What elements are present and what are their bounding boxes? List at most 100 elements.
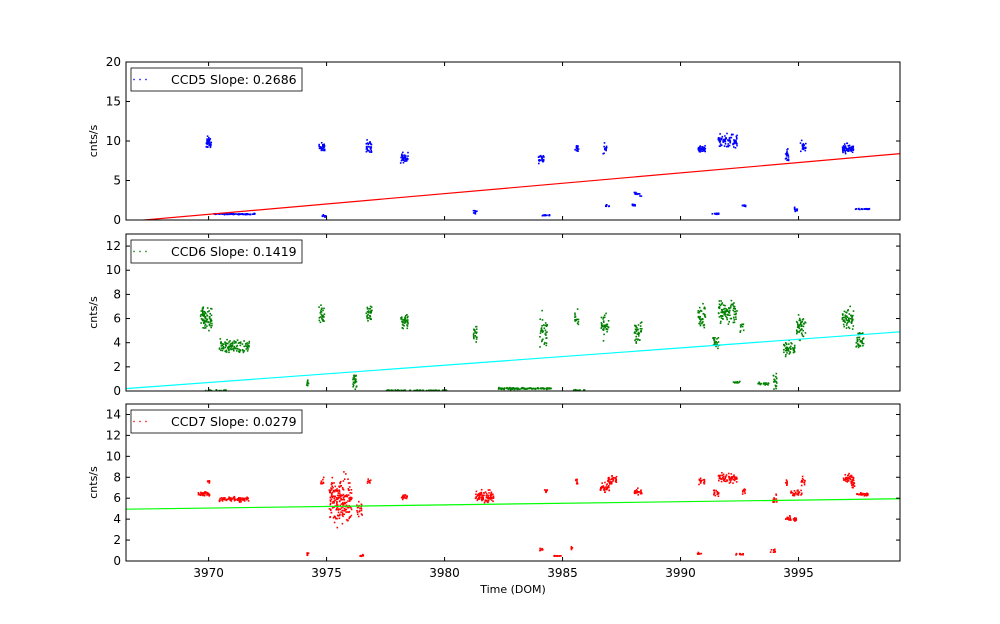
- data-point: [785, 343, 788, 346]
- x-axis-label: Time (DOM): [479, 583, 546, 596]
- data-point: [204, 327, 207, 329]
- data-point: [210, 319, 213, 322]
- data-point: [542, 159, 544, 162]
- data-point: [604, 325, 606, 327]
- data-point: [201, 309, 204, 311]
- data-point: [805, 142, 807, 145]
- data-point: [541, 159, 543, 161]
- data-point: [220, 341, 222, 344]
- data-point: [728, 137, 731, 140]
- data-point: [489, 489, 491, 491]
- data-point: [602, 320, 605, 322]
- data-point: [608, 485, 610, 487]
- data-point: [346, 511, 349, 513]
- data-point: [202, 313, 205, 315]
- data-point: [406, 327, 409, 330]
- data-point: [484, 500, 486, 502]
- data-point: [337, 504, 339, 506]
- data-point: [866, 493, 869, 495]
- data-point: [855, 342, 858, 344]
- data-point: [230, 344, 233, 347]
- data-point: [698, 479, 701, 481]
- x-tick-label: 3985: [547, 566, 578, 580]
- data-point: [244, 497, 247, 499]
- data-point: [225, 213, 227, 215]
- data-point: [634, 204, 636, 206]
- data-point: [576, 308, 579, 310]
- data-point: [405, 320, 407, 322]
- data-point: [240, 498, 243, 501]
- data-point: [220, 342, 223, 345]
- data-point: [332, 490, 335, 493]
- data-point: [239, 341, 242, 343]
- data-point: [249, 213, 252, 216]
- data-point: [492, 500, 494, 503]
- data-point: [202, 321, 205, 324]
- data-point: [242, 213, 244, 216]
- data-point: [719, 474, 722, 477]
- data-point: [499, 387, 502, 389]
- data-point: [724, 312, 726, 315]
- data-point: [701, 146, 704, 149]
- data-point: [473, 209, 476, 212]
- data-point: [722, 473, 725, 476]
- data-point: [226, 347, 229, 349]
- data-point: [333, 497, 336, 500]
- data-point: [729, 306, 732, 309]
- data-point: [721, 302, 724, 304]
- data-point: [352, 381, 355, 384]
- data-point: [732, 305, 735, 307]
- data-point: [548, 387, 551, 389]
- data-point: [369, 311, 371, 313]
- data-point: [735, 318, 737, 320]
- data-point: [724, 313, 727, 316]
- data-point: [541, 339, 543, 341]
- data-point: [792, 348, 795, 351]
- data-point: [603, 489, 606, 491]
- data-point: [534, 388, 537, 391]
- data-point: [336, 497, 338, 499]
- data-point: [615, 480, 617, 483]
- data-point: [793, 519, 795, 521]
- data-point: [337, 511, 340, 514]
- data-point: [485, 494, 488, 497]
- data-point: [728, 321, 730, 323]
- data-point: [514, 387, 516, 390]
- data-point: [230, 500, 233, 502]
- data-point: [365, 312, 368, 315]
- data-point: [773, 549, 775, 551]
- data-point: [721, 472, 723, 474]
- data-point: [223, 498, 226, 501]
- data-point: [846, 321, 849, 324]
- data-point: [239, 497, 242, 499]
- data-point: [346, 495, 348, 498]
- data-point: [501, 387, 503, 390]
- data-point: [200, 322, 202, 324]
- data-point: [406, 316, 409, 319]
- data-point: [204, 320, 207, 322]
- data-point: [713, 339, 715, 341]
- data-point: [203, 315, 206, 317]
- data-point: [734, 310, 737, 313]
- data-point: [732, 381, 735, 383]
- data-point: [800, 494, 802, 496]
- data-point: [342, 510, 344, 512]
- data-point: [545, 491, 547, 493]
- data-point: [337, 489, 340, 492]
- data-point: [222, 498, 225, 500]
- data-point: [546, 324, 548, 326]
- data-point: [576, 322, 579, 325]
- data-point: [725, 308, 728, 310]
- data-point: [609, 482, 611, 484]
- data-point: [773, 500, 776, 502]
- data-point: [577, 148, 580, 150]
- data-point: [743, 490, 746, 493]
- data-point: [540, 329, 543, 332]
- data-point: [732, 475, 734, 478]
- data-point: [773, 388, 775, 390]
- data-point: [243, 340, 245, 342]
- data-point: [638, 491, 641, 493]
- data-point: [539, 346, 541, 348]
- data-point: [699, 477, 702, 480]
- data-point: [473, 332, 475, 334]
